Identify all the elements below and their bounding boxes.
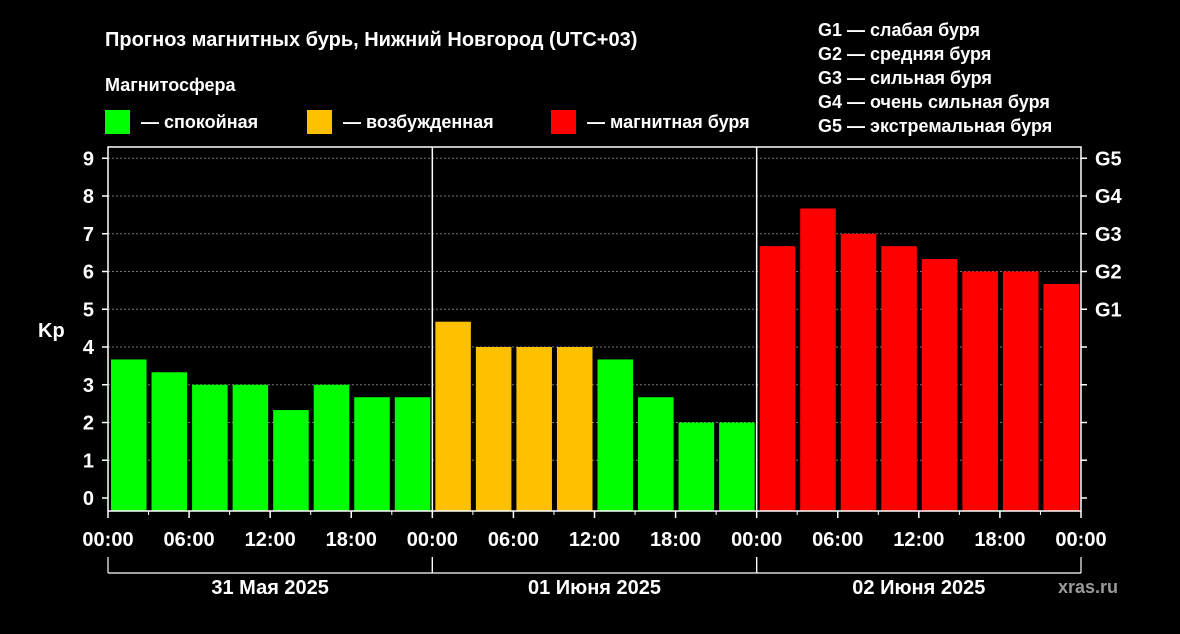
y-tick-label: 6 [83,262,94,284]
g-legend-g1: G1 — слабая буря [818,20,980,40]
bar [881,246,917,511]
watermark: xras.ru [1058,577,1118,597]
x-tick-label: 12:00 [893,529,944,551]
x-tick-label: 06:00 [488,529,539,551]
bar [962,271,998,511]
y-tick-label: 3 [83,375,94,397]
y-tick-label: 5 [83,299,94,321]
legend-swatch-quiet [105,110,130,134]
y-tick-label: 4 [83,337,95,359]
legend-swatch-active [307,110,332,134]
x-tick-label: 00:00 [407,529,458,551]
g-legend-g5: G5 — экстремальная буря [818,116,1052,136]
y-tick-label: 7 [83,224,94,246]
x-tick-label: 12:00 [245,529,296,551]
x-tick-label: 00:00 [82,529,133,551]
x-tick-label: 00:00 [731,529,782,551]
bar [638,397,674,511]
bar [516,347,552,511]
legend-swatch-storm [551,110,576,134]
legend-label-active: — возбужденная [343,112,494,132]
legend-label-quiet: — спокойная [141,112,258,132]
g-scale-label: G4 [1095,186,1123,208]
y-tick-label: 9 [83,148,94,170]
bar [232,384,269,511]
y-tick-label: 2 [83,413,94,435]
bar [111,359,147,511]
y-tick-label: 0 [83,488,94,510]
bar [273,410,309,511]
bar [921,259,958,511]
g-scale-label: G2 [1095,262,1122,284]
axes: 0 1 2 3 4 5 6 7 8 9 G1 G2 G3 G4 G5 00:00 06:00 12:00 18:00… [82,148,1122,599]
g-scale-label: G3 [1095,224,1122,246]
bar [678,422,715,511]
g-scale-label: G5 [1095,148,1122,170]
day-label: 02 Июня 2025 [852,577,985,599]
bar [556,347,593,511]
bar [840,233,877,511]
x-tick-label: 00:00 [1055,529,1106,551]
day-label: 01 Июня 2025 [528,577,661,599]
bar [1043,283,1079,511]
y-axis-label: Kp [38,320,65,342]
bars [111,208,1079,511]
bar [1002,271,1039,511]
bar [313,384,350,511]
bar [435,321,471,511]
bar [759,246,796,511]
y-tick-label: 8 [83,186,94,208]
day-label: 31 Мая 2025 [211,577,329,599]
bar [192,384,228,511]
chart-title: Прогноз магнитных бурь, Нижний Новгород … [105,29,637,51]
g-legend-g3: G3 — сильная буря [818,68,992,88]
bar [719,422,755,511]
x-tick-label: 18:00 [974,529,1025,551]
bar [354,397,390,511]
g-scale-label: G1 [1095,299,1122,321]
bar [475,347,512,511]
legend-heading: Магнитосфера [105,75,237,95]
bar [800,208,836,511]
g-legend-g4: G4 — очень сильная буря [818,92,1050,112]
g-legend-g2: G2 — средняя буря [818,44,991,64]
bar [597,359,634,511]
x-tick-label: 06:00 [164,529,215,551]
bar [394,397,431,511]
y-tick-label: 1 [83,450,94,472]
legend-label-storm: — магнитная буря [587,112,750,132]
x-tick-label: 18:00 [326,529,377,551]
x-tick-label: 12:00 [569,529,620,551]
x-tick-label: 18:00 [650,529,701,551]
x-tick-label: 06:00 [812,529,863,551]
bar [151,372,188,511]
